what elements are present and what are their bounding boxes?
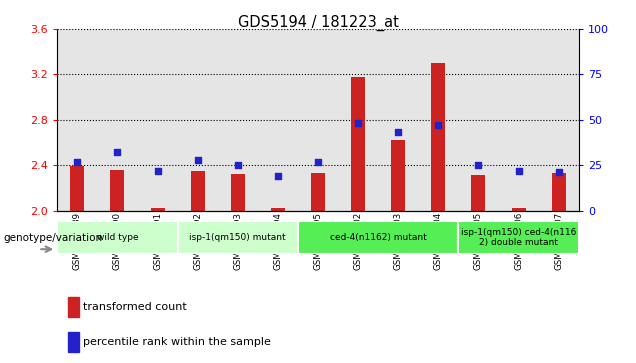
Bar (351, 77, 365, 211)
Point (313, 159, 323, 164)
Point (433, 122, 443, 128)
Point (73, 159, 83, 164)
Bar (551, 173, 566, 211)
Point (113, 150, 123, 155)
Bar (137, 29, 177, 211)
Bar (418, 29, 459, 211)
Bar (271, 208, 285, 211)
Point (553, 170, 563, 175)
Bar (499, 29, 539, 211)
Bar (97, 29, 137, 211)
Bar (57, 221, 177, 254)
Point (273, 173, 283, 179)
Bar (298, 221, 459, 254)
Text: isp-1(qm150) mutant: isp-1(qm150) mutant (190, 233, 286, 242)
Point (153, 168, 163, 174)
Bar (431, 63, 445, 211)
Bar (57, 29, 97, 211)
Bar (151, 208, 165, 211)
Bar (67, 297, 79, 317)
Bar (71, 166, 85, 211)
Text: genotype/variation: genotype/variation (3, 233, 102, 243)
Text: wild type: wild type (97, 233, 138, 242)
Text: isp-1(qm150) ced-4(n116
2) double mutant: isp-1(qm150) ced-4(n116 2) double mutant (461, 228, 576, 248)
Point (353, 121, 363, 126)
Bar (111, 170, 125, 211)
Bar (539, 29, 579, 211)
Text: percentile rank within the sample: percentile rank within the sample (83, 337, 271, 347)
Bar (459, 221, 579, 254)
Point (233, 162, 243, 168)
Bar (298, 29, 338, 211)
Point (193, 157, 203, 163)
Text: GDS5194 / 181223_at: GDS5194 / 181223_at (238, 15, 398, 31)
Text: ced-4(n1162) mutant: ced-4(n1162) mutant (330, 233, 427, 242)
Bar (511, 208, 525, 211)
Bar (67, 332, 79, 352)
Bar (177, 29, 218, 211)
Bar (311, 173, 325, 211)
Point (393, 130, 403, 135)
Point (513, 168, 523, 174)
Text: transformed count: transformed count (83, 302, 187, 312)
Point (473, 162, 483, 168)
Bar (471, 175, 485, 211)
Bar (338, 29, 378, 211)
Bar (378, 29, 418, 211)
Bar (177, 221, 298, 254)
Bar (191, 171, 205, 211)
Bar (231, 174, 245, 211)
Bar (391, 140, 405, 211)
Bar (258, 29, 298, 211)
Bar (218, 29, 258, 211)
Bar (459, 29, 499, 211)
